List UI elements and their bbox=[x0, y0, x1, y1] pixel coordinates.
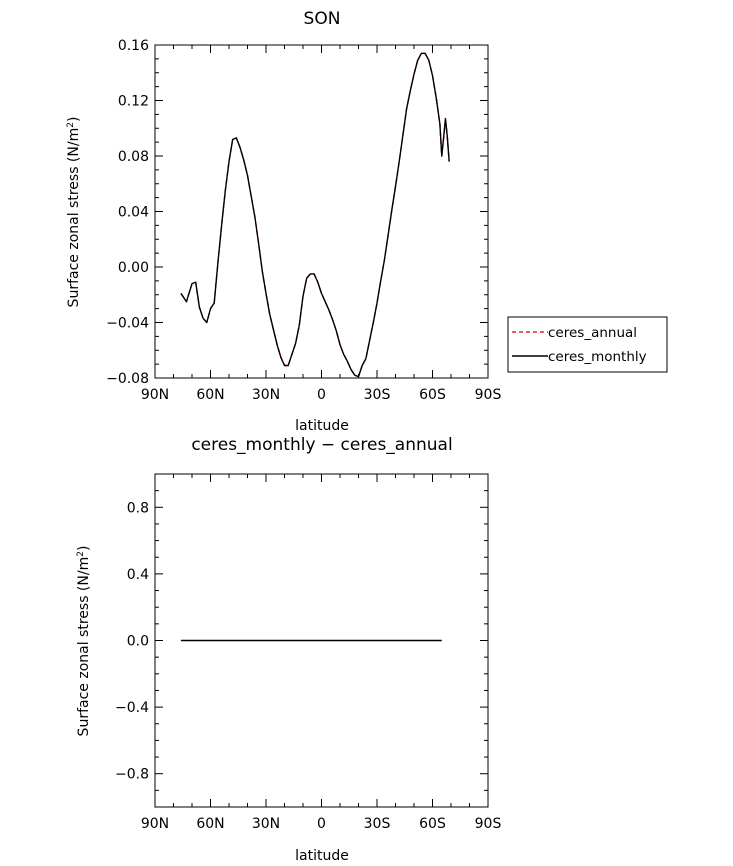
y-tick-label: −0.04 bbox=[106, 316, 149, 332]
x-tick-label: 0 bbox=[317, 387, 326, 403]
y-axis-label: Surface zonal stress (N/m2) bbox=[66, 117, 82, 308]
x-tick-label: 60S bbox=[419, 816, 446, 832]
x-tick-label: 90S bbox=[475, 387, 502, 403]
x-tick-label: 30N bbox=[252, 387, 280, 403]
panel-difference: ceres_monthly − ceres_annual 90N 60N 30N 0 3… bbox=[76, 435, 501, 864]
x-tick-label: 60N bbox=[196, 816, 224, 832]
legend-label-ceres-monthly: ceres_monthly bbox=[548, 349, 647, 365]
legend-box bbox=[507, 316, 668, 373]
y-tick-label: 0.04 bbox=[118, 205, 149, 221]
panel-son: SON 90N 60N 30N 0 30S 60S 90S −0.08 −0.04 0.00 0.0… bbox=[66, 9, 668, 434]
x-tick-label: 90S bbox=[475, 816, 502, 832]
y-tick-label: 0.08 bbox=[118, 149, 149, 165]
chart-title: SON bbox=[304, 9, 341, 29]
x-axis-label-difference: latitude bbox=[295, 848, 349, 864]
chart-title-difference: ceres_monthly − ceres_annual bbox=[191, 435, 452, 455]
plot-frame-difference bbox=[154, 473, 489, 808]
legend: ceres_annual ceres_monthly bbox=[507, 316, 668, 373]
x-tick-label: 90N bbox=[141, 387, 169, 403]
x-tick-label: 30S bbox=[364, 387, 391, 403]
y-tick-label: −0.4 bbox=[115, 700, 149, 716]
y-tick-label: 0.12 bbox=[118, 94, 149, 110]
y-tick-label: 0.16 bbox=[118, 38, 149, 54]
plot-frame bbox=[154, 44, 489, 379]
x-tick-label: 60N bbox=[196, 387, 224, 403]
y-tick-label: 0.8 bbox=[127, 500, 149, 516]
plot-area-difference: 90N 60N 30N 0 30S 60S 90S −0.8 −0.4 0.0 0.4 0.8 bbox=[115, 473, 502, 832]
y-axis-label-difference: Surface zonal stress (N/m2) bbox=[76, 546, 92, 737]
y-tick-label: −0.8 bbox=[115, 767, 149, 783]
x-tick-label: 90N bbox=[141, 816, 169, 832]
x-tick-label: 60S bbox=[419, 387, 446, 403]
x-tick-label: 30S bbox=[364, 816, 391, 832]
series-line-ceres-monthly bbox=[180, 52, 450, 378]
series-line-ceres-annual bbox=[180, 52, 450, 378]
y-tick-label: 0.4 bbox=[127, 567, 149, 583]
y-tick-label: −0.08 bbox=[106, 371, 149, 387]
legend-label-ceres-annual: ceres_annual bbox=[548, 325, 637, 341]
x-axis-label: latitude bbox=[295, 418, 349, 434]
x-tick-label: 30N bbox=[252, 816, 280, 832]
y-tick-label: 0.0 bbox=[127, 634, 149, 650]
y-tick-label: 0.00 bbox=[118, 260, 149, 276]
x-tick-label: 0 bbox=[317, 816, 326, 832]
plot-area: 90N 60N 30N 0 30S 60S 90S −0.08 −0.04 0.00 0.04 0.0… bbox=[106, 38, 501, 403]
